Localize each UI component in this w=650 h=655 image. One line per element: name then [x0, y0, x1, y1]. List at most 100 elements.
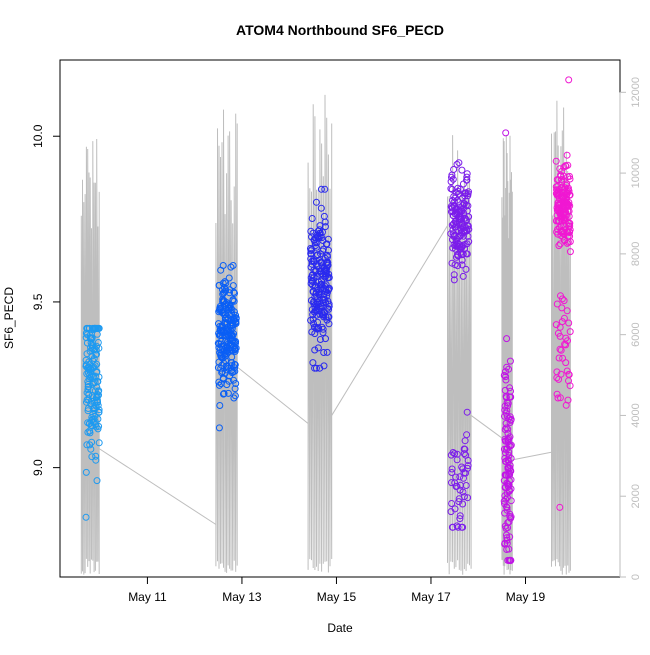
data-point	[563, 151, 571, 159]
data-point	[453, 450, 461, 458]
data-point	[459, 523, 467, 531]
data-point	[448, 465, 456, 473]
data-point	[87, 445, 95, 453]
data-point	[224, 348, 232, 356]
data-point	[507, 415, 515, 423]
data-point	[221, 278, 229, 286]
data-point	[94, 398, 102, 406]
data-point	[94, 415, 102, 423]
y2-tick-label: 4000	[630, 403, 642, 427]
data-point	[93, 342, 101, 350]
data-point	[93, 350, 100, 358]
data-point	[232, 314, 240, 322]
data-point	[503, 504, 511, 511]
data-point	[456, 512, 464, 520]
data-point	[231, 385, 239, 393]
data-point	[227, 263, 235, 271]
series-flight-6	[552, 76, 574, 511]
data-point	[315, 291, 323, 299]
data-point	[325, 302, 333, 310]
data-point	[558, 304, 566, 312]
data-point	[463, 176, 471, 184]
data-point	[456, 185, 464, 193]
data-point	[566, 226, 574, 234]
data-point	[317, 185, 325, 193]
data-point	[552, 157, 560, 165]
data-point	[230, 297, 238, 305]
axes-layer: May 11 May 13 May 15 May 17 May 19 9.0 9.5 10.0…	[31, 77, 642, 604]
data-point	[460, 493, 468, 501]
data-point	[95, 408, 103, 416]
data-point	[506, 357, 514, 365]
data-point	[460, 450, 468, 458]
data-point	[448, 500, 456, 507]
y2-tick-label: 0	[630, 574, 642, 580]
altitude-connector	[97, 447, 217, 525]
data-point	[323, 348, 331, 356]
y-tick-label: 9.5	[31, 293, 45, 310]
data-point	[95, 391, 102, 399]
data-point	[92, 452, 100, 460]
data-point	[325, 313, 333, 321]
data-point	[226, 289, 233, 297]
data-point	[307, 247, 315, 255]
altitude-profile	[307, 94, 333, 573]
altitude-connector	[331, 225, 448, 416]
data-point	[229, 282, 237, 290]
data-point	[454, 262, 462, 270]
data-point	[507, 454, 515, 462]
data-point	[313, 243, 320, 251]
altitude-connector	[512, 451, 554, 461]
data-point	[321, 185, 329, 193]
data-point	[566, 222, 574, 230]
data-point	[555, 242, 563, 250]
data-point	[459, 272, 467, 280]
data-point	[454, 523, 462, 531]
data-point	[312, 364, 320, 372]
data-point	[89, 364, 97, 372]
data-point	[312, 198, 320, 206]
data-point	[459, 488, 467, 496]
altitude-connector	[470, 415, 505, 441]
data-point	[229, 262, 237, 269]
data-point	[450, 166, 458, 173]
data-point	[564, 337, 571, 345]
data-point	[95, 373, 103, 381]
data-point	[565, 371, 573, 379]
data-point	[325, 300, 333, 308]
data-point	[455, 159, 463, 167]
data-point	[222, 357, 229, 365]
data-point	[462, 482, 470, 489]
data-point	[225, 377, 233, 385]
y2-tick-label: 10000	[630, 158, 642, 189]
data-point	[224, 389, 232, 397]
data-point	[85, 383, 93, 390]
data-point	[566, 382, 574, 390]
data-point	[502, 376, 510, 384]
data-point	[95, 344, 103, 352]
data-point	[220, 390, 228, 397]
y2-tick-label: 8000	[630, 242, 642, 266]
data-point	[560, 297, 568, 305]
data-point	[222, 279, 230, 287]
data-point	[231, 364, 239, 372]
data-point	[504, 425, 512, 433]
data-point	[465, 238, 473, 246]
data-point	[325, 285, 333, 293]
data-point	[566, 238, 574, 246]
data-point	[554, 394, 562, 402]
data-point	[503, 335, 511, 343]
data-point	[231, 361, 239, 369]
data-point	[506, 442, 514, 450]
data-point	[95, 387, 103, 395]
data-point	[449, 175, 457, 183]
data-point	[232, 338, 240, 345]
y-tick-label: 10.0	[31, 124, 45, 148]
data-point	[504, 556, 512, 564]
x-tick-label: May 19	[506, 590, 546, 604]
data-point	[456, 473, 464, 481]
data-point	[216, 402, 224, 409]
altitude-connector	[236, 366, 309, 424]
data-point	[504, 429, 512, 437]
